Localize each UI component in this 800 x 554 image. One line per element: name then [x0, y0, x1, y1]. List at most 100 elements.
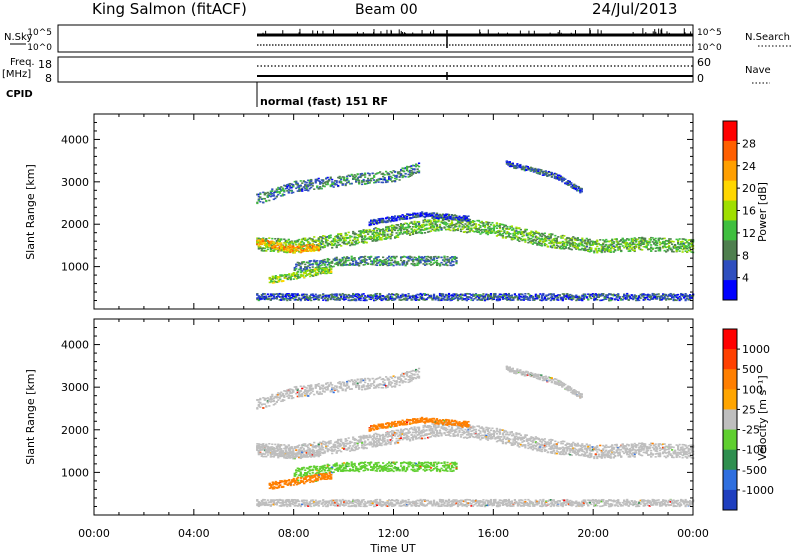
power-cell — [579, 242, 582, 244]
power-cell — [551, 239, 554, 241]
power-cell — [399, 229, 403, 232]
power-cell — [365, 296, 368, 298]
power-cell — [572, 245, 575, 247]
power-cell — [659, 241, 662, 244]
power-cell — [549, 245, 552, 248]
power-cell — [510, 229, 514, 231]
power-cell — [437, 296, 440, 299]
power-cell — [687, 246, 690, 249]
power-cell — [386, 237, 389, 239]
power-cell — [516, 232, 519, 235]
power-cell — [340, 295, 343, 298]
power-cell — [662, 242, 665, 244]
power-cell — [325, 238, 328, 241]
power-cell — [654, 250, 657, 252]
power-cell — [338, 298, 341, 301]
power-cell — [579, 189, 582, 192]
power-cell — [531, 299, 534, 301]
power-cell — [425, 214, 428, 216]
power-cell — [690, 245, 693, 248]
power-cell — [456, 218, 460, 221]
power-cell — [581, 298, 584, 301]
power-cell — [295, 183, 298, 185]
power-cell — [323, 297, 326, 300]
power-cell — [627, 239, 630, 241]
power-cell — [308, 245, 311, 248]
power-cell — [340, 260, 343, 262]
power-cell — [558, 242, 561, 244]
power-cell — [396, 262, 400, 264]
power-cell — [326, 243, 329, 246]
power-cell — [386, 227, 389, 229]
power-cell — [507, 234, 511, 236]
power-cell — [555, 298, 558, 301]
power-cell — [596, 239, 599, 242]
power-cell — [565, 181, 568, 183]
power-cell — [328, 266, 331, 268]
power-cell — [512, 299, 515, 301]
power-cell — [376, 227, 379, 230]
power-cell — [305, 268, 308, 270]
power-cell — [284, 248, 287, 251]
power-cell — [391, 230, 394, 232]
power-cell — [561, 178, 564, 180]
power-cell — [443, 296, 446, 299]
power-cell — [554, 241, 557, 244]
power-cell — [621, 237, 624, 240]
power-cell — [531, 239, 534, 242]
power-cell — [292, 295, 295, 297]
power-cell — [435, 257, 439, 260]
power-cell — [262, 295, 265, 298]
power-cell — [274, 275, 277, 277]
power-cell — [669, 240, 672, 243]
power-cell — [455, 228, 458, 231]
power-cell — [391, 215, 394, 218]
power-cell — [668, 241, 671, 243]
power-cell — [579, 191, 582, 194]
power-cell — [423, 293, 427, 295]
power-cell — [417, 215, 421, 217]
power-cell — [373, 258, 376, 260]
power-cell — [413, 171, 416, 174]
power-cell — [659, 237, 662, 240]
power-cell — [367, 256, 370, 258]
power-cell — [377, 295, 380, 298]
power-cell — [311, 245, 314, 248]
power-cell — [358, 179, 361, 182]
power-cell — [371, 229, 374, 232]
power-cell — [411, 232, 415, 235]
power-cell — [575, 243, 578, 245]
power-cell — [468, 227, 472, 230]
power-cell — [298, 276, 301, 279]
power-cell — [686, 250, 689, 253]
power-cell — [486, 293, 490, 296]
power-cell — [311, 262, 314, 265]
power-cell — [389, 179, 392, 181]
power-cell — [262, 197, 265, 200]
power-cell — [465, 296, 469, 299]
power-cell — [510, 238, 514, 240]
power-cell — [402, 231, 406, 234]
power-cell — [292, 183, 295, 186]
power-cell — [453, 294, 457, 296]
power-cell — [361, 240, 364, 243]
power-cell — [382, 230, 385, 233]
power-cell — [308, 295, 311, 298]
power-cell — [284, 246, 287, 248]
power-cell — [401, 174, 404, 177]
power-cell — [458, 225, 461, 227]
power-cell — [382, 181, 385, 184]
power-cell — [512, 238, 515, 241]
power-cell — [332, 298, 335, 300]
power-cell — [411, 223, 415, 225]
power-cell — [388, 255, 391, 258]
power-cell — [325, 240, 328, 243]
power-cell — [283, 298, 286, 301]
power-cell — [259, 298, 262, 300]
power-cell — [555, 244, 558, 247]
power-cell — [420, 226, 424, 228]
power-cell — [301, 261, 304, 264]
power-cell — [462, 219, 466, 221]
power-cell — [303, 276, 306, 279]
power-cell — [464, 298, 467, 300]
